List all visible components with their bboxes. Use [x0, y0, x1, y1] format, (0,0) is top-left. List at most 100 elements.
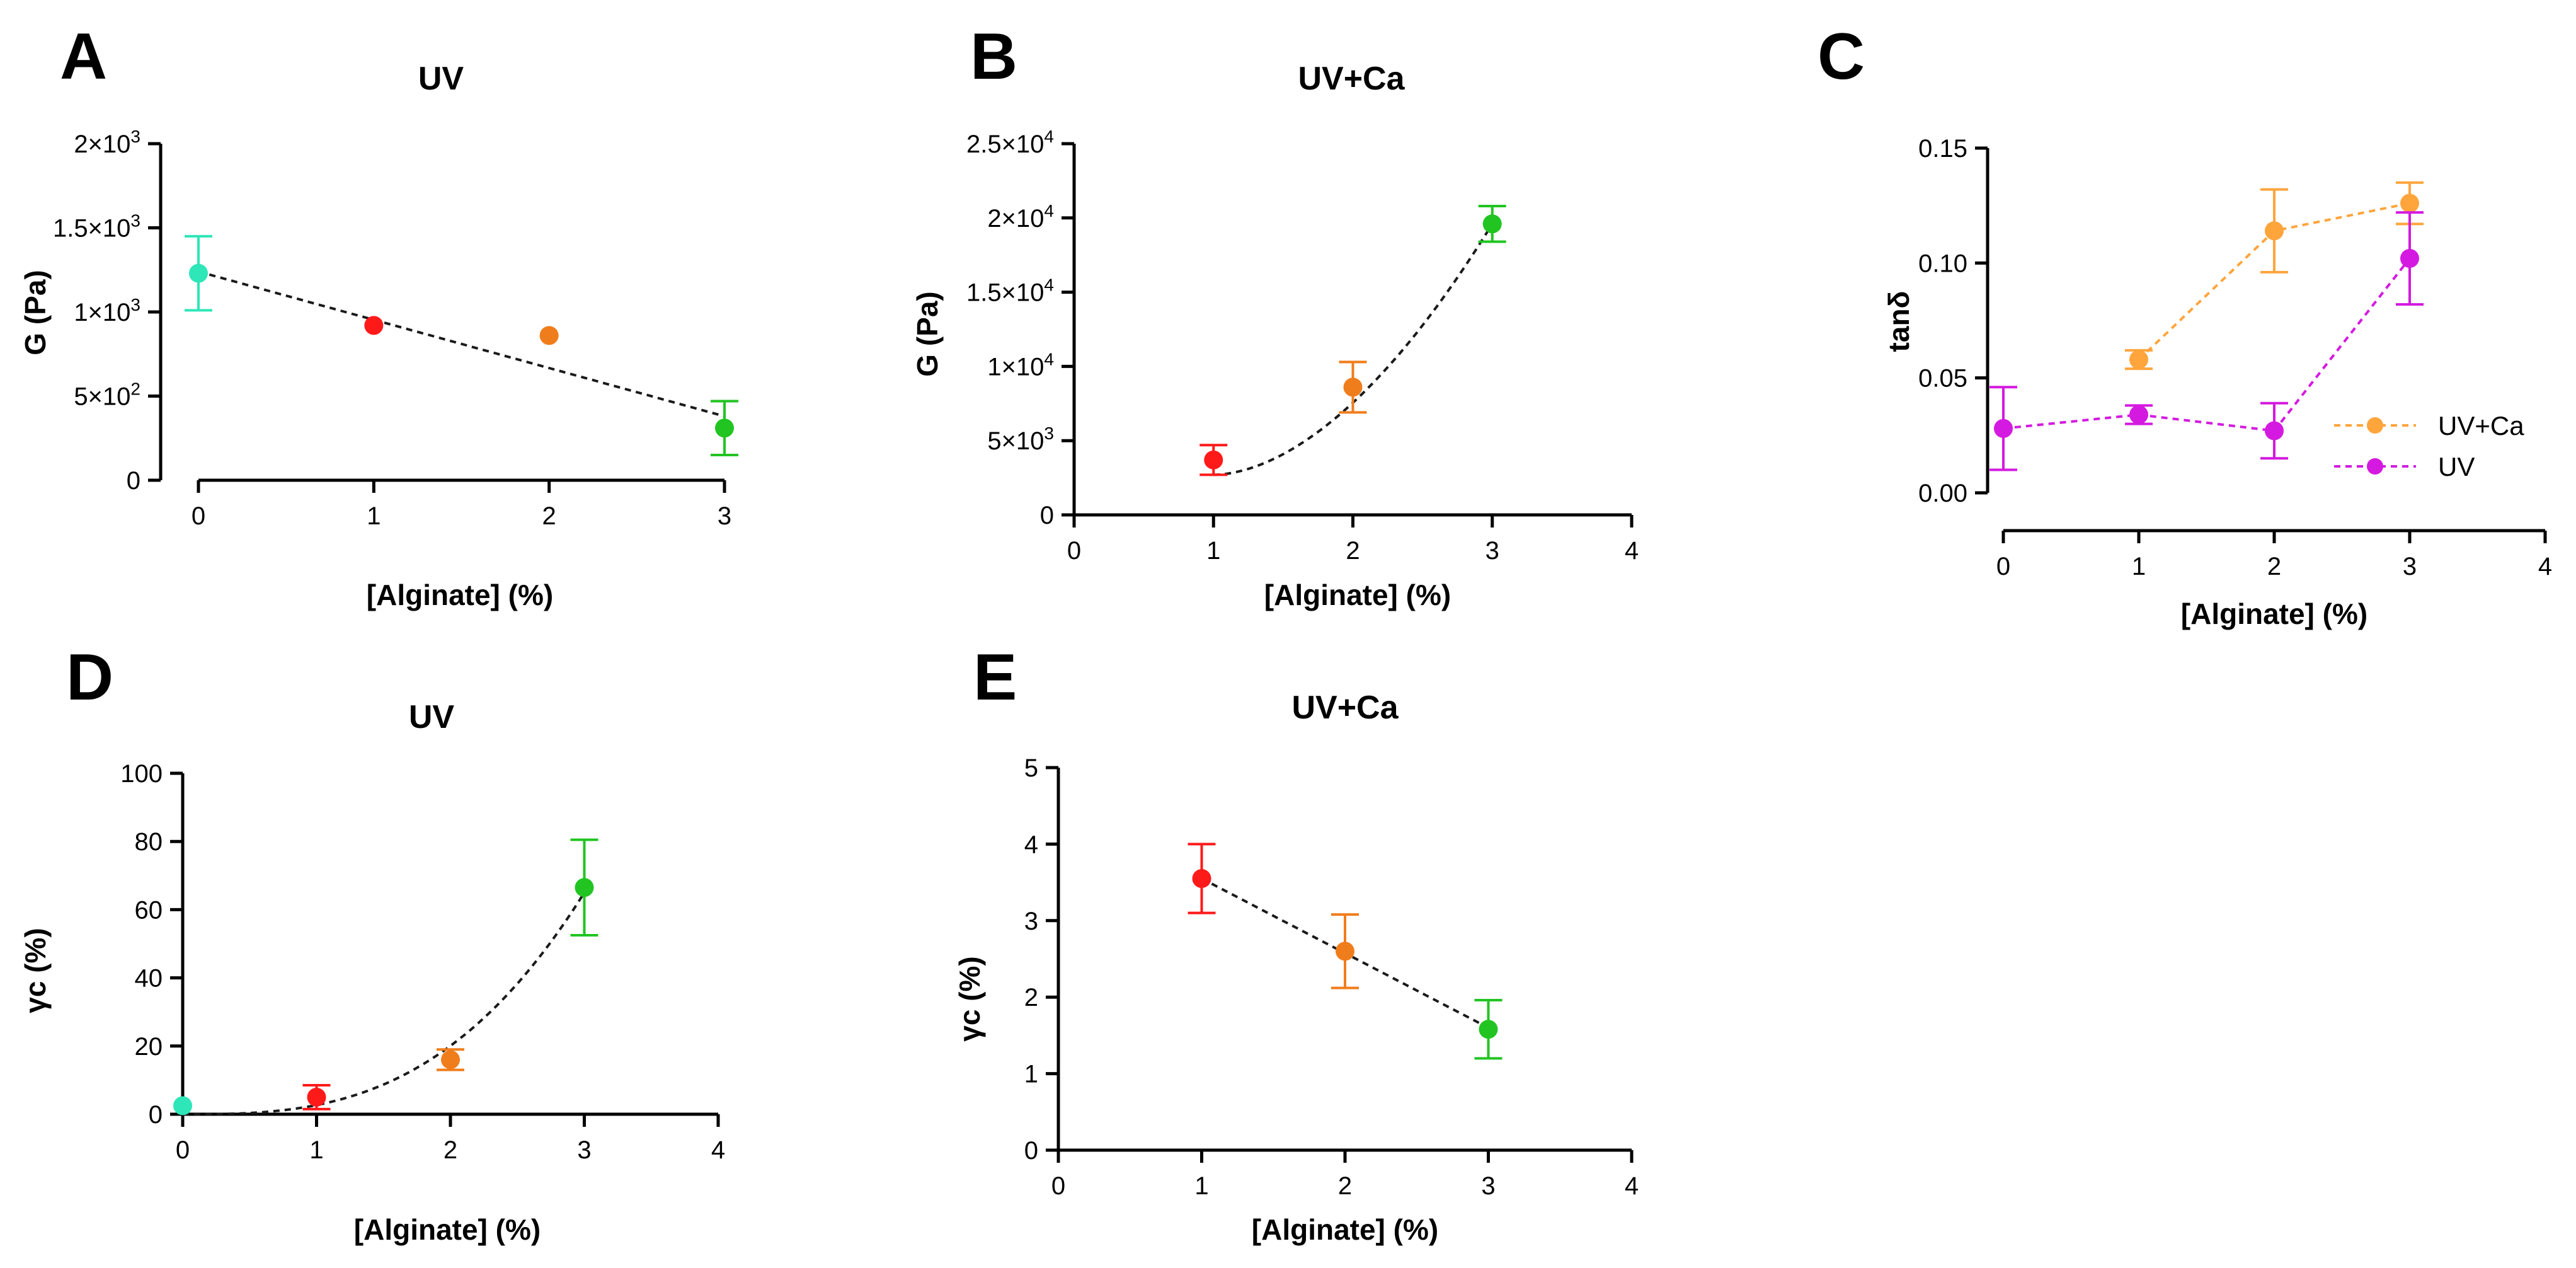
chart-c-data-point [2129, 350, 2148, 369]
chart-d-data-point [441, 1050, 460, 1069]
chart-b-xlabel: [Alginate] (%) [1264, 579, 1451, 611]
chart-e-y-tick-label: 0 [1024, 1137, 1038, 1165]
chart-c-data-point [2265, 421, 2284, 441]
chart-a-title: UV [418, 61, 464, 97]
chart-e: 0 1 2 3 4 0 1 2 3 4 5 [1024, 754, 1639, 1200]
chart-c-data-point [2400, 193, 2419, 213]
chart-c-legend-marker [2367, 417, 2383, 434]
chart-a-ylabel: G (Pa) [19, 270, 52, 355]
chart-b-y-tick-label: 0 [1040, 502, 1054, 529]
chart-b-data-point [1204, 450, 1223, 470]
chart-e-y-tick-label: 2 [1024, 984, 1038, 1012]
chart-b-ylabel: G (Pa) [911, 291, 944, 376]
chart-b-title: UV+Ca [1298, 61, 1405, 97]
chart-d-y-tick-label: 60 [135, 896, 163, 924]
chart-c-x-tick-label: 3 [2403, 553, 2417, 580]
panel-letter-a: A [60, 20, 107, 93]
chart-e-data-point [1336, 942, 1354, 961]
chart-d-x-tick-label: 4 [711, 1136, 725, 1164]
chart-e-xlabel: [Alginate] (%) [1252, 1213, 1438, 1246]
chart-e-y-tick-label: 1 [1024, 1061, 1038, 1088]
chart-a-data-point [364, 316, 384, 335]
chart-d-y-tick-label: 0 [149, 1101, 163, 1129]
chart-b-y-tick-label: 1×104 [987, 349, 1054, 381]
chart-d-y-tick-label: 80 [135, 828, 163, 856]
chart-c-y-tick-label: 0.10 [1918, 250, 1967, 277]
chart-b-y-tick-label: 5×103 [987, 424, 1054, 455]
chart-c-y-tick-label: 0.00 [1918, 480, 1967, 507]
panel-letter-d: D [66, 641, 113, 714]
chart-a-y-tick-label: 0 [127, 467, 140, 495]
chart-c-legend-label: UV [2438, 452, 2475, 481]
chart-a-y-tick-label: 5×102 [74, 379, 140, 411]
chart-b: 0 1 2 3 4 0 5×103 1×104 1.5×104 2×104 2.5×104 [966, 127, 1639, 565]
chart-c-data-point [2400, 249, 2419, 268]
chart-c-series-line-1 [2003, 257, 2411, 432]
chart-e-y-tick-label: 3 [1024, 908, 1038, 935]
chart-c-x-tick-label: 4 [2538, 553, 2552, 580]
chart-d-y-tick-label: 20 [135, 1033, 163, 1061]
chart-d-x-tick-label: 0 [176, 1136, 190, 1164]
chart-d-data-point [307, 1087, 326, 1107]
chart-e-title: UV+Ca [1291, 689, 1399, 726]
chart-c-legend-marker [2367, 458, 2383, 475]
chart-c-xlabel: [Alginate] (%) [2181, 597, 2367, 630]
chart-e-ylabel: γc (%) [953, 956, 986, 1041]
chart-a-x-tick-label: 3 [718, 502, 731, 530]
chart-b-x-tick-label: 2 [1346, 537, 1360, 565]
chart-c-y-tick-label: 0.05 [1918, 365, 1967, 393]
chart-e-x-tick-label: 1 [1194, 1172, 1208, 1200]
chart-d-x-tick-label: 2 [444, 1136, 457, 1164]
chart-d-data-point [173, 1096, 192, 1115]
chart-d-x-tick-label: 1 [309, 1136, 323, 1164]
chart-a-x-tick-label: 2 [542, 502, 556, 530]
chart-d-y-tick-label: 40 [135, 965, 163, 993]
chart-c-data-point [1994, 418, 2013, 438]
chart-a-y-tick-label: 1.5×103 [53, 211, 140, 243]
chart-d-data-point [575, 878, 594, 897]
chart-a-x-tick-label: 1 [367, 502, 381, 530]
chart-c-legend-label: UV+Ca [2438, 411, 2524, 441]
chart-b-y-tick-label: 2×104 [987, 201, 1054, 233]
chart-c-ylabel: tanδ [1882, 291, 1915, 352]
chart-a-data-point [539, 326, 559, 345]
panel-letter-b: B [970, 20, 1017, 93]
chart-e-x-tick-label: 4 [1625, 1172, 1639, 1200]
panel-letter-c: C [1818, 20, 1865, 93]
chart-b-data-point [1482, 214, 1502, 234]
chart-b-x-tick-label: 4 [1625, 537, 1639, 565]
chart-c-y-tick-label: 0.15 [1918, 135, 1967, 163]
chart-b-x-tick-label: 0 [1067, 537, 1081, 565]
chart-e-y-tick-label: 5 [1024, 754, 1038, 782]
chart-e-data-point [1192, 869, 1211, 889]
panel-letter-e: E [973, 641, 1017, 714]
chart-a: 0 1 2 3 0 5×102 1×103 1.5×103 2×103 [53, 127, 738, 530]
chart-c-data-point [2265, 221, 2284, 241]
chart-e-x-tick-label: 3 [1481, 1172, 1495, 1200]
chart-a-xlabel: [Alginate] (%) [367, 579, 553, 611]
chart-d-ylabel: γc (%) [19, 928, 52, 1013]
chart-b-fit-line [1213, 223, 1494, 476]
chart-b-data-point [1343, 378, 1363, 397]
chart-e-x-tick-label: 2 [1338, 1172, 1352, 1200]
chart-d-xlabel: [Alginate] (%) [354, 1213, 541, 1246]
chart-a-data-point [189, 263, 208, 283]
chart-a-y-tick-label: 1×103 [74, 295, 140, 326]
chart-a-y-tick-label: 2×103 [74, 127, 140, 158]
chart-a-x-tick-label: 0 [192, 502, 205, 530]
chart-d-x-tick-label: 3 [577, 1136, 591, 1164]
chart-c-data-point [2129, 405, 2148, 425]
chart-c-x-tick-label: 1 [2132, 553, 2146, 580]
chart-d-fit-line [183, 892, 586, 1115]
chart-b-x-tick-label: 1 [1206, 537, 1220, 565]
chart-b-y-tick-label: 2.5×104 [966, 127, 1054, 158]
chart-e-y-tick-label: 4 [1024, 831, 1038, 858]
chart-c: 0 1 2 3 4 0.00 0.05 0.10 0.15 UV+Ca UV [1918, 135, 2552, 580]
chart-e-x-tick-label: 0 [1051, 1172, 1065, 1200]
chart-b-y-tick-label: 1.5×104 [966, 275, 1054, 307]
chart-c-x-tick-label: 0 [1996, 553, 2010, 580]
chart-c-x-tick-label: 2 [2267, 553, 2281, 580]
